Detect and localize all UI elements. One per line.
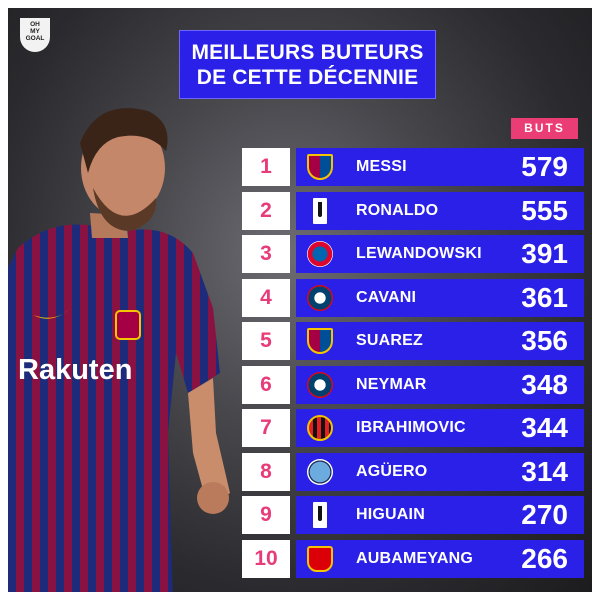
infographic: OH MY GOAL Rakuten MEILLEURS BUTEURS DE … (8, 8, 592, 592)
goal-count: 361 (521, 281, 568, 313)
rank-number: 8 (242, 452, 290, 491)
player-name: RONALDO (356, 201, 439, 219)
player-name: MESSI (356, 158, 407, 175)
ohmygoal-logo: OH MY GOAL (20, 18, 50, 52)
scorer-bar: CAVANI 361 (296, 278, 584, 317)
rank-number: 6 (242, 365, 290, 404)
list-item: 3 LEWANDOWSKI 391 (234, 235, 584, 273)
goal-count: 555 (521, 194, 568, 226)
bayern-crest-icon (307, 241, 333, 267)
rank-number: 1 (242, 148, 290, 186)
player-name: SUAREZ (356, 332, 423, 349)
goal-count: 348 (521, 368, 568, 400)
rank-number: 5 (242, 322, 290, 360)
player-name: HIGUAIN (356, 506, 425, 523)
juventus-crest-icon (313, 502, 327, 528)
psg-crest-icon (307, 371, 333, 398)
scorer-bar: LEWANDOWSKI 391 (296, 235, 584, 273)
player-photo: Rakuten (8, 108, 230, 592)
rank-number: 10 (242, 539, 290, 578)
scorer-bar: RONALDO 555 (296, 191, 584, 230)
rank-number: 9 (242, 496, 290, 534)
goal-count: 344 (521, 412, 568, 443)
man-city-crest-icon (307, 458, 333, 485)
goal-count: 356 (521, 325, 568, 356)
page-title: MEILLEURS BUTEURS DE CETTE DÉCENNIE (179, 30, 436, 99)
goal-count: 266 (521, 542, 568, 574)
player-name: AGÜERO (356, 462, 428, 480)
logo-line-1: OH (30, 21, 40, 28)
list-item: 7 IBRAHIMOVIC 344 (234, 409, 584, 447)
barcelona-crest-icon (307, 328, 333, 354)
arsenal-crest-icon (307, 545, 333, 572)
scorer-bar: MESSI 579 (296, 148, 584, 186)
scorer-bar: SUAREZ 356 (296, 322, 584, 360)
rank-number: 4 (242, 278, 290, 317)
list-item: 4 CAVANI 361 (234, 278, 584, 317)
list-item: 8 AGÜERO 314 (234, 452, 584, 491)
player-name: IBRAHIMOVIC (356, 419, 466, 436)
player-name: LEWANDOWSKI (356, 245, 482, 262)
rank-number: 2 (242, 191, 290, 230)
list-item: 5 SUAREZ 356 (234, 322, 584, 360)
scorer-bar: HIGUAIN 270 (296, 496, 584, 534)
goal-count: 579 (521, 151, 568, 182)
scorer-bar: AUBAMEYANG 266 (296, 539, 584, 578)
logo-line-2: MY (30, 28, 40, 35)
rank-number: 3 (242, 235, 290, 273)
player-name: NEYMAR (356, 375, 427, 393)
title-line-1: MEILLEURS BUTEURS (191, 40, 424, 64)
goal-count: 391 (521, 238, 568, 269)
goal-count: 270 (521, 499, 568, 530)
title-line-2: DE CETTE DÉCENNIE (196, 65, 419, 89)
player-name: AUBAMEYANG (356, 549, 473, 567)
barcelona-crest-icon (307, 154, 333, 180)
player-name: CAVANI (356, 288, 417, 306)
scorer-bar: IBRAHIMOVIC 344 (296, 409, 584, 447)
goals-column-header: BUTS (511, 118, 578, 139)
psg-crest-icon (307, 284, 333, 311)
logo-line-3: GOAL (25, 35, 45, 42)
scorer-bar: AGÜERO 314 (296, 452, 584, 491)
juventus-crest-icon (313, 197, 327, 224)
list-item: 2 RONALDO 555 (234, 191, 584, 230)
list-item: 1 MESSI 579 (234, 148, 584, 186)
goal-count: 314 (521, 455, 568, 487)
shirt-sponsor: Rakuten (18, 354, 132, 386)
scorer-bar: NEYMAR 348 (296, 365, 584, 404)
list-item: 10 AUBAMEYANG 266 (234, 539, 584, 578)
list-item: 6 NEYMAR 348 (234, 365, 584, 404)
list-item: 9 HIGUAIN 270 (234, 496, 584, 534)
rank-number: 7 (242, 409, 290, 447)
milan-crest-icon (307, 415, 333, 441)
